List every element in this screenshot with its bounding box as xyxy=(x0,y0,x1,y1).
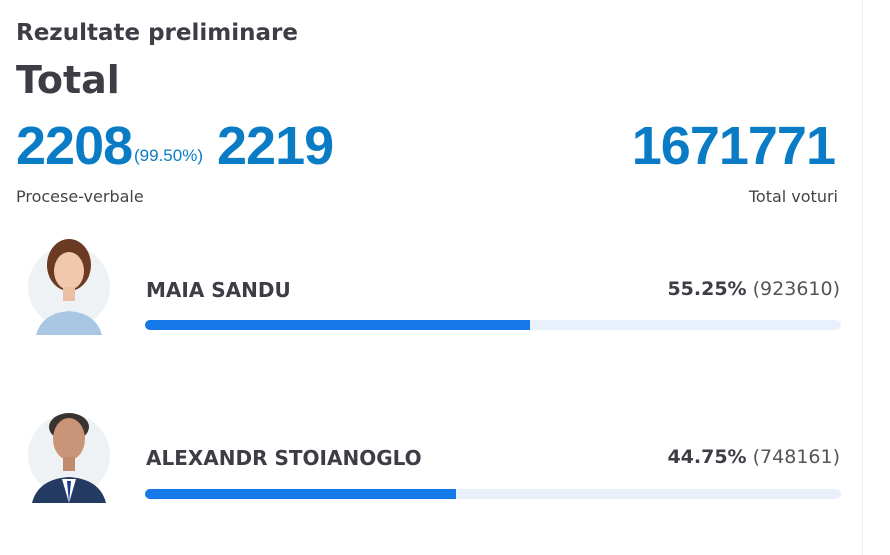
candidate-votes: (748161) xyxy=(752,446,840,468)
candidate-percent: 44.75% xyxy=(667,446,747,468)
processed-count: 2208 xyxy=(16,116,133,176)
total-votes: 1671771 xyxy=(631,116,836,176)
candidate-photo-icon xyxy=(28,239,110,335)
vote-share-bar xyxy=(145,320,841,330)
votes-label: Total voturi xyxy=(748,187,838,206)
candidate-percent: 55.25% xyxy=(667,278,747,300)
page-subtitle: Rezultate preliminare xyxy=(16,20,298,46)
vote-share-fill xyxy=(145,489,457,499)
candidate-score: 55.25% (923610) xyxy=(667,278,840,300)
candidate-photo-icon xyxy=(28,413,110,503)
candidate-name: MAIA SANDU xyxy=(146,278,291,302)
candidate-name: ALEXANDR STOIANOGLO xyxy=(146,446,422,470)
reports-label: Procese-verbale xyxy=(16,187,144,206)
panel-edge xyxy=(862,0,863,555)
page-title: Total xyxy=(16,58,120,102)
total-reports: 2219 xyxy=(217,116,334,176)
vote-share-fill xyxy=(145,320,530,330)
candidate-votes: (923610) xyxy=(752,278,840,300)
candidate-score: 44.75% (748161) xyxy=(667,446,840,468)
vote-share-bar xyxy=(145,489,841,499)
processed-percent: (99.50%) xyxy=(134,146,203,165)
